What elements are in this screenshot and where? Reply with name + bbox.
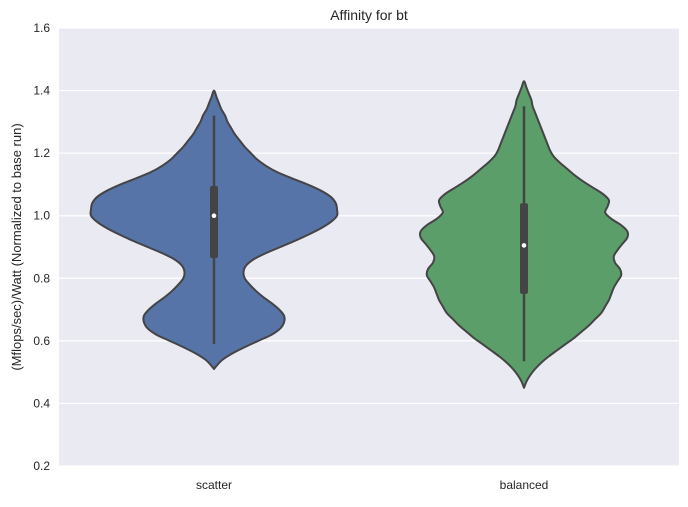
violin-scatter (89, 89, 339, 371)
y-tick-label: 1.6 (33, 21, 50, 35)
y-tick-label: 0.8 (33, 271, 50, 285)
violin-iqr-box (520, 203, 528, 294)
y-axis-title: (Mflops/sec)/Watt (Normalized to base ru… (9, 123, 24, 370)
x-tick-label: scatter (196, 478, 232, 492)
chart-title: Affinity for bt (330, 7, 408, 23)
y-tick-label: 1.2 (33, 146, 50, 160)
y-tick-label: 1.0 (33, 209, 50, 223)
x-tick-label: balanced (500, 478, 549, 492)
grid-lines (59, 27, 679, 467)
violin-iqr-box (210, 185, 218, 258)
x-tick-labels: scatter balanced (196, 478, 548, 492)
y-tick-label: 0.6 (33, 334, 50, 348)
y-tick-labels: 0.2 0.4 0.6 0.8 1.0 1.2 1.4 1.6 (33, 21, 50, 473)
y-tick-label: 1.4 (33, 84, 50, 98)
violin-median-point (521, 243, 527, 248)
violins (89, 80, 630, 389)
y-tick-label: 0.2 (33, 459, 50, 473)
y-tick-label: 0.4 (33, 396, 50, 410)
violin-median-point (211, 213, 217, 219)
violin-balanced (418, 80, 630, 389)
